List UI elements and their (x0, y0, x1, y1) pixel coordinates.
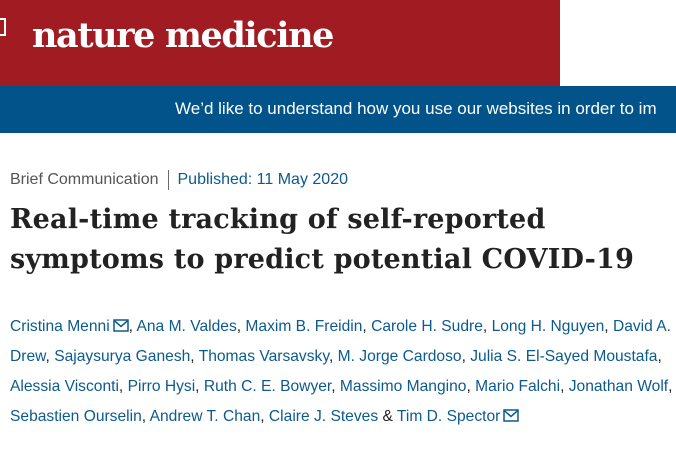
author-name[interactable]: Andrew T. Chan (149, 408, 261, 425)
author-separator: , (466, 378, 476, 395)
site-header: nature medicine (0, 0, 560, 86)
article-type[interactable]: Brief Communication (10, 171, 159, 188)
author-name[interactable]: Carole H. Sudre (371, 318, 483, 335)
author-separator: , (362, 318, 372, 335)
author-separator: , (461, 348, 471, 365)
header-right-area (560, 0, 676, 86)
author-separator: , (190, 348, 199, 365)
author-name[interactable]: Tim D. Spector (396, 408, 501, 425)
author-name[interactable]: Cristina Menni (10, 318, 110, 335)
cookie-banner: We’d like to understand how you use our … (0, 86, 676, 133)
author-list: Cristina Menni, Ana M. Valdes, Maxim B. … (10, 312, 674, 432)
author-name[interactable]: Ruth C. E. Bowyer (203, 378, 332, 395)
author-name[interactable]: Sebastien Ourselin (10, 408, 142, 425)
menu-icon[interactable] (0, 18, 6, 36)
author-name[interactable]: Jonathan Wolf (568, 378, 669, 395)
author-name[interactable]: Sajaysurya Ganesh (54, 348, 191, 365)
site-logo[interactable]: nature medicine (32, 15, 334, 56)
meta-divider (167, 170, 169, 190)
author-separator: , (236, 318, 246, 335)
author-name[interactable]: M. Jorge Cardoso (337, 348, 462, 365)
email-icon[interactable] (112, 319, 129, 332)
published-date: Published: 11 May 2020 (177, 171, 348, 188)
author-separator: , (45, 348, 55, 365)
email-icon[interactable] (503, 409, 520, 422)
author-name[interactable]: David A. Drew (10, 318, 672, 365)
author-name[interactable]: Pirro Hysi (127, 378, 196, 395)
author-separator: , (328, 348, 338, 365)
author-separator: , (482, 318, 492, 335)
author-separator: , (657, 348, 662, 365)
author-name[interactable]: Thomas Varsavsky (198, 348, 329, 365)
author-separator: , (604, 318, 613, 335)
author-name[interactable]: Claire J. Steves (268, 408, 379, 425)
author-separator: , (141, 408, 150, 425)
article-title: Real-time tracking of self-reported symp… (10, 204, 635, 275)
author-separator: , (118, 378, 128, 395)
author-separator: , (668, 378, 673, 395)
author-separator: , (260, 408, 269, 425)
author-name[interactable]: Long H. Nguyen (491, 318, 605, 335)
author-name[interactable]: Mario Falchi (475, 378, 561, 395)
author-name[interactable]: Alessia Visconti (10, 378, 119, 395)
author-separator: , (195, 378, 204, 395)
author-separator: , (560, 378, 569, 395)
author-name[interactable]: Ana M. Valdes (136, 318, 237, 335)
author-name[interactable]: Maxim B. Freidin (245, 318, 363, 335)
author-separator: , (331, 378, 340, 395)
author-separator: & (378, 408, 397, 425)
author-name[interactable]: Julia S. El-Sayed Moustafa (470, 348, 658, 365)
author-name[interactable]: Massimo Mangino (339, 378, 467, 395)
article-meta: Brief Communication Published: 11 May 20… (10, 170, 348, 190)
cookie-banner-text: We’d like to understand how you use our … (175, 99, 657, 118)
author-separator: , (128, 318, 137, 335)
